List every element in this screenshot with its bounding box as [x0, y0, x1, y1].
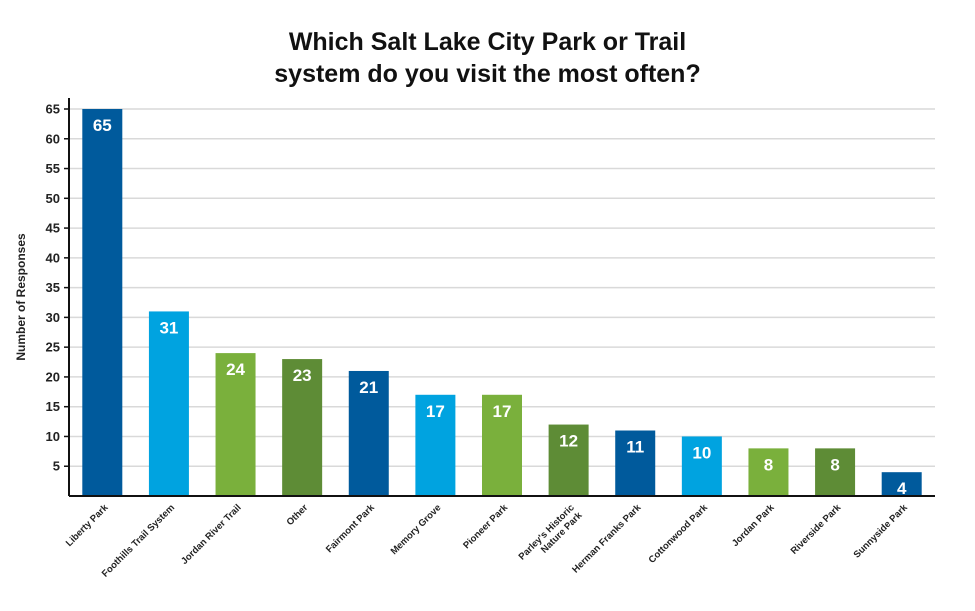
x-tick-label-line: Liberty Park: [64, 502, 111, 549]
y-tick-labels: 5 10 15 20 25 30 35 40 45 50 55 60 65: [46, 102, 60, 474]
y-axis-label: Number of Responses: [14, 233, 28, 361]
x-tick-label: Cottonwood Park: [647, 502, 711, 566]
bar: [615, 430, 656, 496]
data-label: 31: [159, 318, 178, 337]
x-tick-label: Jordan Park: [730, 502, 777, 549]
data-label: 23: [293, 366, 312, 385]
y-tick-label: 10: [46, 429, 60, 444]
bar: [681, 436, 722, 496]
y-tick-label: 40: [46, 250, 60, 265]
y-tick-label: 50: [46, 191, 60, 206]
x-tick-label-line: Cottonwood Park: [647, 502, 711, 566]
y-tick-label: 15: [46, 399, 60, 414]
x-tick-label: Other: [285, 502, 311, 528]
data-labels: 65 31 24 23 21 17 17 12 11 10 8 8 4: [93, 116, 907, 498]
x-tick-label: Riverside Park: [789, 502, 844, 557]
y-tick-label: 35: [46, 280, 60, 295]
data-label: 21: [359, 378, 378, 397]
bar: [348, 370, 389, 496]
y-tick-label: 30: [46, 310, 60, 325]
bar: [415, 394, 456, 496]
x-tick-label-line: Riverside Park: [789, 502, 844, 557]
bar: [548, 424, 589, 496]
x-tick-label-line: Fairmont Park: [324, 502, 377, 555]
x-tick-label: Jordan River Trail: [179, 502, 244, 567]
bar: [82, 109, 123, 496]
x-tick-label: Pioneer Park: [461, 502, 510, 551]
axes: [64, 98, 935, 497]
x-tick-label: Liberty Park: [64, 502, 111, 549]
bar: [215, 353, 256, 496]
x-tick-label-line: Sunnyside Park: [852, 502, 911, 561]
data-label: 10: [692, 443, 711, 462]
data-label: 11: [626, 438, 644, 457]
data-label: 8: [830, 455, 839, 474]
data-label: 12: [559, 432, 578, 451]
x-tick-label-line: Memory Grove: [389, 502, 444, 557]
data-label: 8: [764, 455, 773, 474]
x-tick-label-line: Other: [285, 502, 311, 528]
data-label: 17: [493, 402, 512, 421]
data-label: 4: [897, 479, 907, 498]
bar: [148, 311, 189, 496]
data-label: 24: [226, 360, 245, 379]
bars: [82, 109, 922, 496]
y-tick-label: 5: [53, 459, 60, 474]
y-tick-label: 25: [46, 340, 60, 355]
x-tick-label: Foothills Trail System: [100, 502, 177, 579]
x-tick-label: Sunnyside Park: [852, 502, 911, 561]
x-tick-label-line: Herman Franks Park: [570, 502, 644, 576]
y-tick-label: 45: [46, 221, 60, 236]
data-label: 17: [426, 402, 445, 421]
y-tick-label: 20: [46, 369, 60, 384]
x-tick-label: Fairmont Park: [324, 502, 377, 555]
data-label: 65: [93, 116, 112, 135]
chart-title-line-1: Which Salt Lake City Park or Trail: [288, 28, 687, 56]
bar: [482, 394, 522, 496]
x-tick-label-line: Foothills Trail System: [100, 502, 177, 579]
x-tick-label: Parley's HistoricNature Park: [517, 502, 585, 570]
y-tick-label: 55: [46, 161, 60, 176]
bar: [282, 359, 323, 496]
x-tick-label-line: Pioneer Park: [461, 502, 510, 551]
x-tick-label-line: Jordan River Trail: [179, 502, 244, 567]
bar: [748, 448, 789, 496]
chart-title: Which Salt Lake City Park or Trail syste…: [0, 26, 975, 90]
x-tick-label-line: Jordan Park: [730, 502, 777, 549]
bar: [881, 472, 922, 496]
x-tick-label: Memory Grove: [389, 502, 444, 557]
gridlines: [69, 108, 935, 467]
y-tick-label: 60: [46, 131, 60, 146]
x-tick-label: Herman Franks Park: [570, 502, 644, 576]
chart-title-line-2: system do you visit the most often?: [274, 60, 701, 88]
y-tick-label: 65: [46, 102, 60, 117]
bar: [815, 448, 856, 496]
